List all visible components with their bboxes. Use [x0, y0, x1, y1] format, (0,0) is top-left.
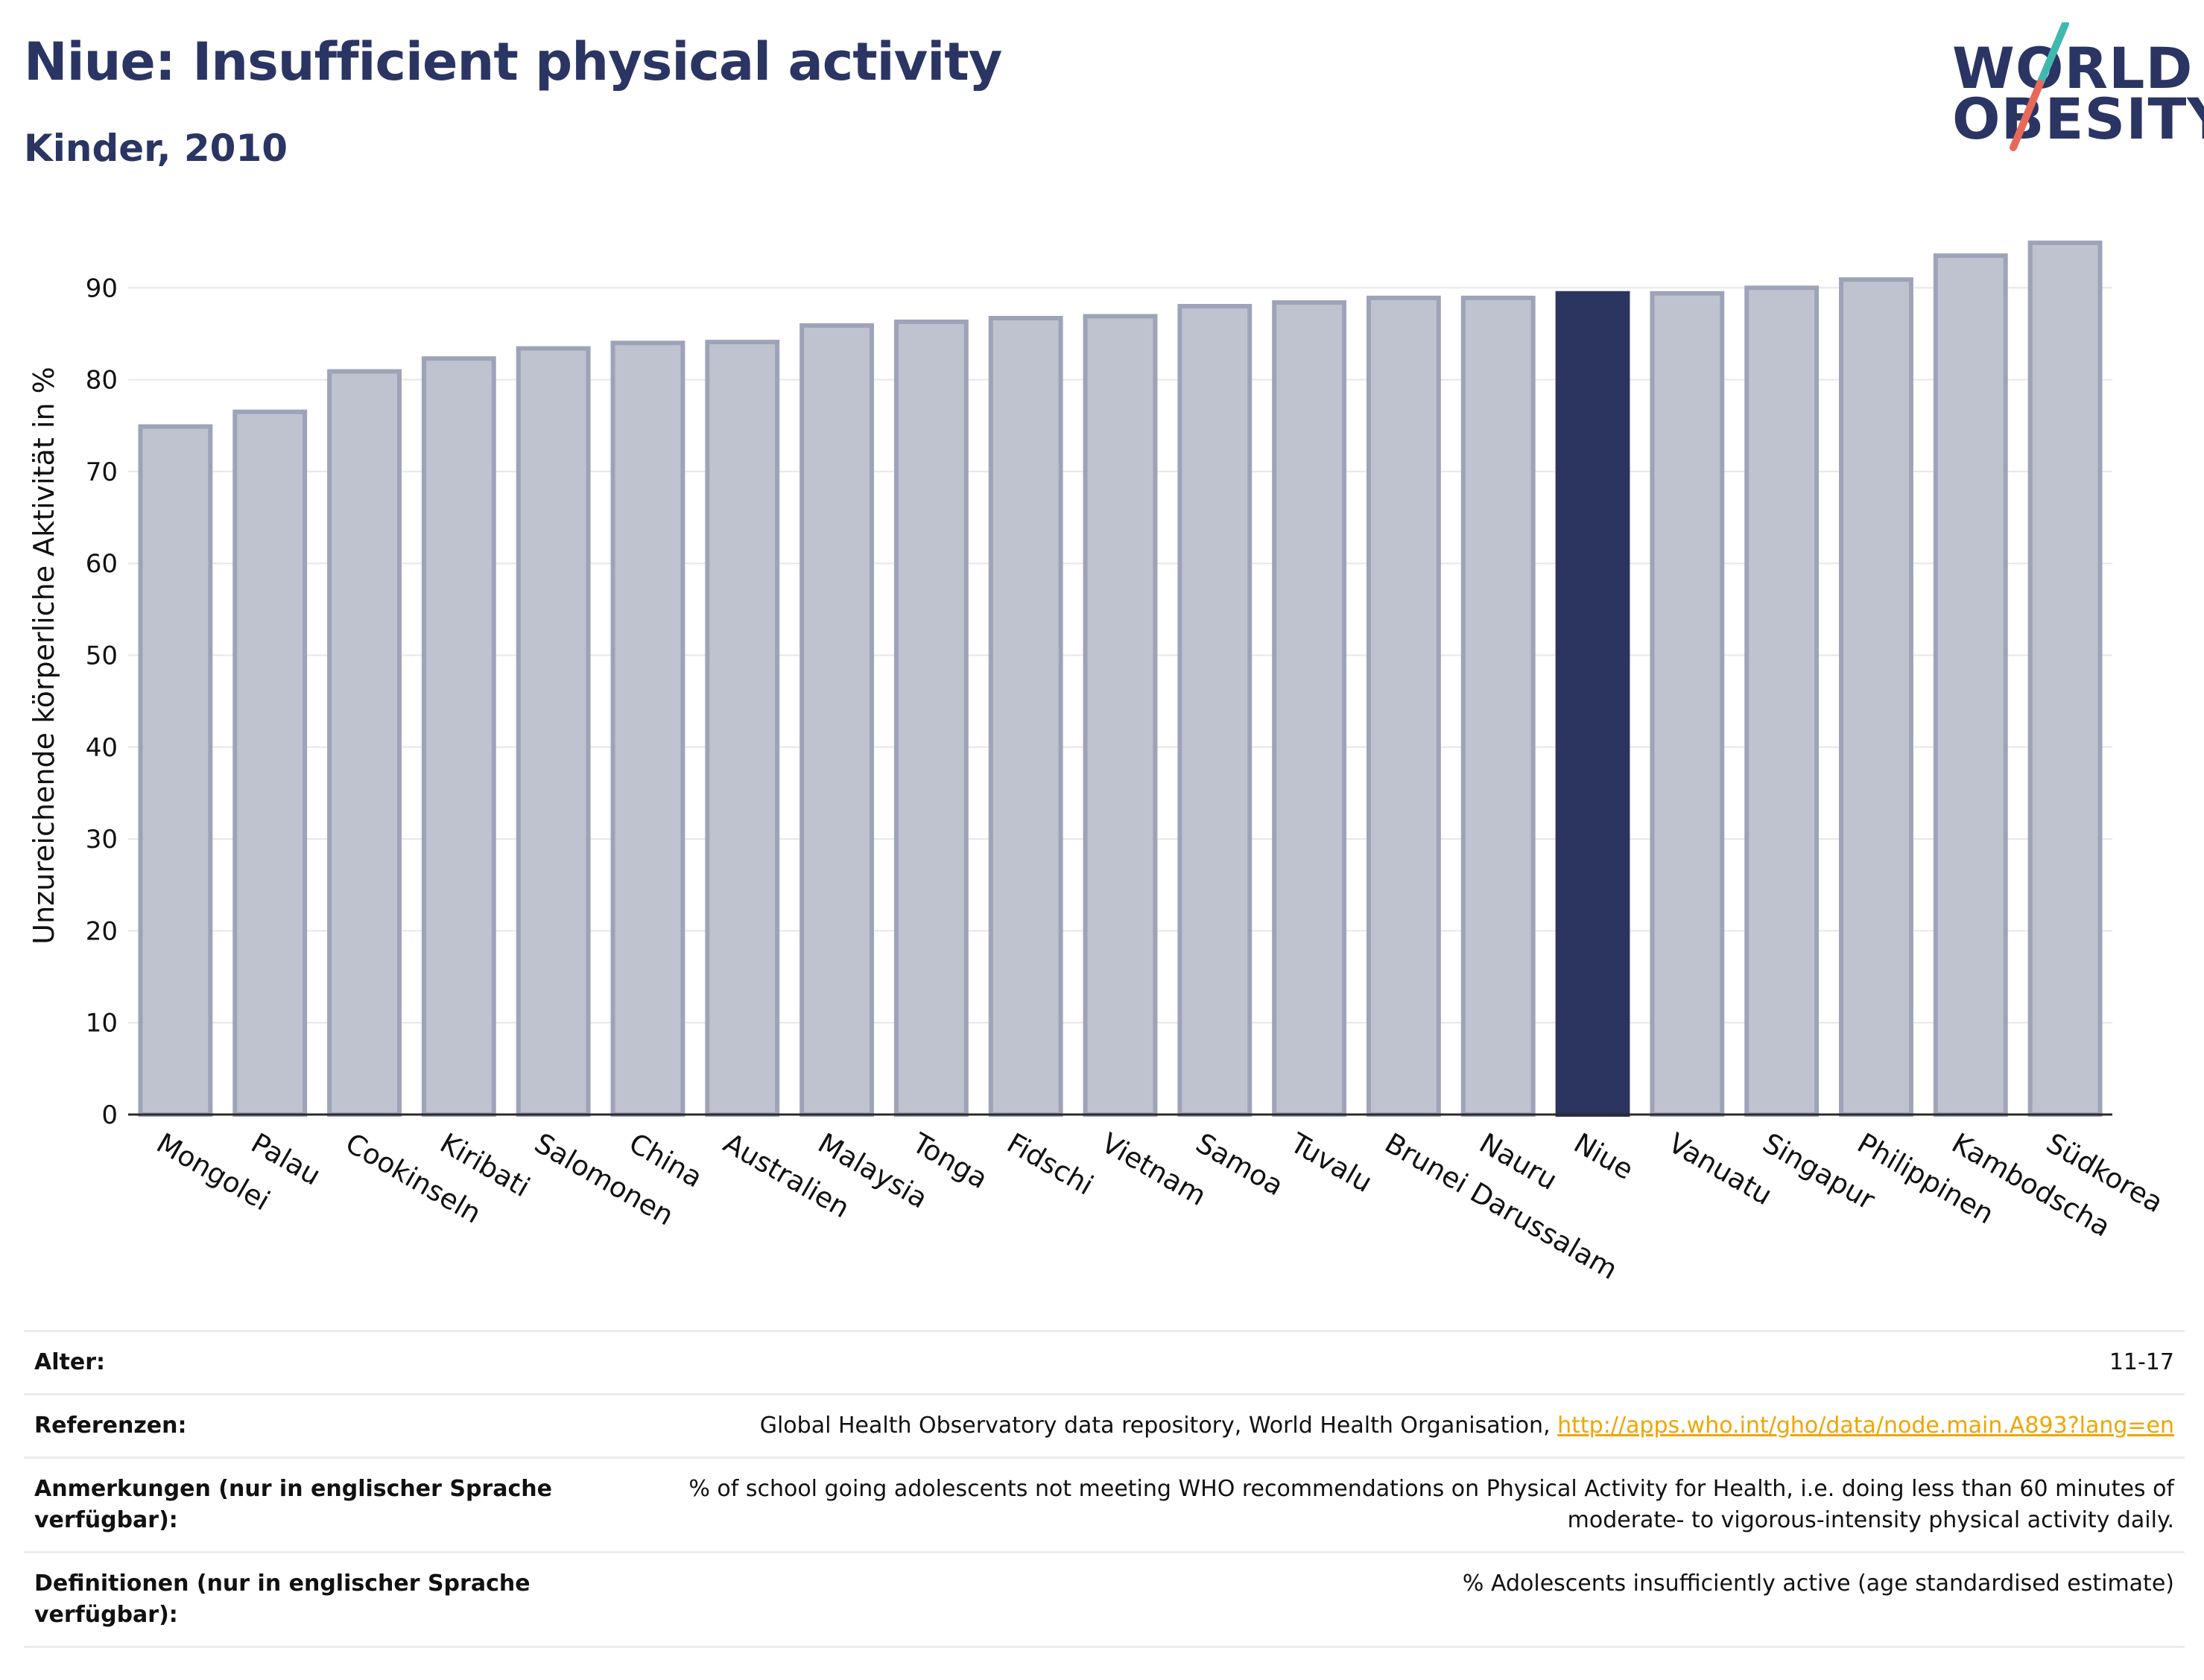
reference-text: Global Health Observatory data repositor… — [759, 1413, 1558, 1439]
y-axis-label: Unzureichende körperliche Aktivität in % — [28, 367, 60, 944]
info-table: Alter: 11-17 Referenzen: Global Health O… — [24, 1330, 2185, 1648]
y-tick-label: 60 — [86, 549, 118, 579]
bar — [1083, 314, 1158, 1117]
info-label: Referenzen: — [24, 1393, 581, 1458]
page-title: Niue: Insufficient physical activity — [24, 31, 1002, 92]
bar — [610, 340, 685, 1117]
bar — [2027, 240, 2103, 1117]
info-label: Definitionen (nur in englischer Sprache … — [24, 1551, 581, 1648]
bar — [1367, 295, 1441, 1117]
y-tick-label: 50 — [86, 641, 118, 671]
info-row-definitions: Definitionen (nur in englischer Sprache … — [24, 1551, 2185, 1648]
bar-highlight — [1555, 291, 1630, 1117]
info-label: Anmerkungen (nur in englischer Sprache v… — [24, 1456, 581, 1553]
x-tick-label: Vanuatu — [1663, 1127, 1778, 1212]
bar — [705, 340, 780, 1117]
bar — [327, 369, 402, 1117]
x-tick-label: Kambodscha — [1946, 1127, 2115, 1243]
bar — [232, 409, 308, 1117]
x-tick-label: Niue — [1568, 1127, 1638, 1186]
x-tick-label: Vietnam — [1096, 1127, 1212, 1212]
y-tick-label: 30 — [86, 825, 118, 855]
bar — [1177, 303, 1253, 1117]
bar — [893, 319, 969, 1117]
bar — [1839, 277, 1913, 1117]
reference-link[interactable]: http://apps.who.int/gho/data/node.main.A… — [1557, 1413, 2174, 1439]
bar — [1460, 295, 1536, 1117]
y-tick-label: 70 — [86, 457, 118, 487]
info-row-notes: Anmerkungen (nur in englischer Sprache v… — [24, 1456, 2185, 1553]
bar — [421, 356, 496, 1117]
y-tick-label: 20 — [86, 916, 118, 946]
bar — [1933, 253, 2008, 1117]
bar — [988, 315, 1063, 1118]
y-tick-label: 0 — [101, 1100, 118, 1130]
info-value: % of school going adolescents not meetin… — [581, 1456, 2185, 1553]
world-obesity-logo: WORLD OBESITY — [1937, 22, 2204, 156]
logo-line-1: WORLD — [1952, 35, 2194, 101]
info-row-age: Alter: 11-17 — [24, 1330, 2185, 1395]
logo-slash-icon — [2010, 22, 2069, 151]
y-tick-label: 10 — [86, 1009, 118, 1039]
y-axis-ticks: 0 10 20 30 40 50 60 70 80 90 — [86, 273, 118, 1130]
info-value: 11-17 — [581, 1330, 2185, 1395]
bars — [138, 240, 2103, 1118]
bar — [138, 424, 213, 1117]
y-tick-label: 80 — [86, 366, 118, 396]
y-tick-label: 90 — [86, 273, 118, 303]
info-value: % Adolescents insufficiently active (age… — [581, 1551, 2185, 1648]
x-tick-label: Tuvalu — [1285, 1126, 1378, 1199]
logo-line-2: OBESITY — [1952, 86, 2204, 152]
bar — [516, 346, 591, 1117]
bar — [799, 323, 874, 1118]
info-label: Alter: — [24, 1330, 581, 1395]
bar — [1744, 285, 1820, 1117]
y-tick-label: 40 — [86, 733, 118, 763]
bar — [1272, 300, 1347, 1118]
info-row-references: Referenzen: Global Health Observatory da… — [24, 1393, 2185, 1458]
page-subtitle: Kinder, 2010 — [24, 127, 288, 170]
info-value: Global Health Observatory data repositor… — [581, 1393, 2185, 1458]
x-tick-label: Fidschi — [1001, 1127, 1098, 1202]
bar — [1650, 291, 1725, 1117]
